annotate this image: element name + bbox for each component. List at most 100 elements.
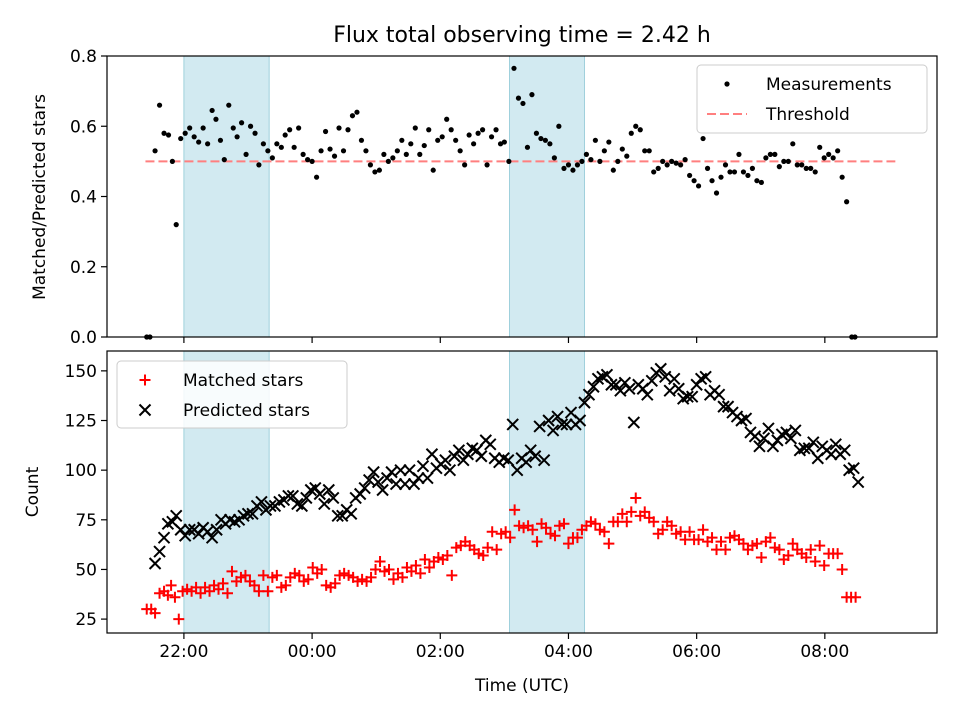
bottom-predicted-point — [371, 475, 385, 489]
bottom-predicted-point — [582, 388, 596, 401]
top-measurement-point — [448, 127, 454, 133]
top-measurement-point — [381, 151, 387, 157]
top-measurement-point — [479, 127, 486, 133]
bottom-predicted-point — [205, 531, 219, 544]
top-measurement-point — [331, 153, 338, 159]
top-measurement-point — [610, 167, 616, 173]
top-measurement-point — [340, 148, 347, 154]
top-measurement-point — [390, 155, 396, 161]
top-measurement-point — [763, 155, 769, 161]
top-measurement-point — [313, 174, 320, 180]
top-measurement-point — [588, 157, 594, 163]
bottom-predicted-point — [300, 491, 313, 505]
bottom-predicted-point — [587, 380, 600, 393]
top-measurement-point — [269, 155, 275, 161]
top-measurement-point — [376, 167, 382, 173]
top-measurement-point — [221, 157, 227, 163]
bottom-predicted-point — [425, 448, 439, 461]
bottom-matched-point — [383, 563, 395, 575]
bottom-predicted-point — [313, 487, 326, 501]
bottom-matched-point — [621, 516, 633, 528]
bottom-predicted-point — [470, 444, 484, 457]
top-measurement-point — [597, 158, 603, 164]
bottom-predicted-point — [389, 477, 403, 491]
bottom-predicted-point — [421, 471, 434, 485]
bottom-predicted-point — [560, 418, 573, 431]
bottom-predicted-point — [605, 378, 618, 391]
bottom-matched-point — [814, 540, 826, 552]
bottom-predicted-point — [309, 481, 322, 495]
bottom-matched-point — [639, 506, 651, 518]
bottom-matched-point — [500, 526, 512, 538]
top-measurement-point — [839, 174, 845, 180]
bottom-predicted-point — [645, 374, 658, 387]
top-measurement-point — [758, 179, 764, 186]
top-measurement-point — [274, 141, 280, 147]
bottom-matched-point — [410, 559, 422, 571]
top-measurement-point — [556, 123, 562, 129]
bottom-matched-point — [262, 585, 274, 597]
top-measurement-point — [243, 151, 249, 157]
top-measurement-point — [682, 157, 688, 163]
top-measurement-point — [713, 190, 720, 196]
bottom-matched-point — [405, 565, 417, 577]
top-measurement-point — [601, 148, 607, 154]
top-measurement-point — [191, 134, 197, 140]
top-measurement-point — [673, 160, 679, 166]
top-measurement-point — [322, 128, 329, 135]
top-measurement-point — [358, 137, 365, 143]
bottom-matched-point — [527, 524, 539, 536]
bottom-predicted-point — [537, 454, 551, 467]
bottom-matched-point — [773, 544, 785, 556]
top-measurement-point — [718, 174, 724, 180]
top-measurement-point — [309, 158, 315, 164]
bottom-predicted-point — [416, 459, 430, 473]
top-measurement-point — [515, 95, 522, 101]
bottom-matched-point — [387, 573, 399, 585]
top-measurement-point — [367, 162, 374, 168]
bottom-matched-point — [625, 506, 637, 518]
bottom-matched-point — [316, 563, 328, 575]
top-measurement-point — [327, 146, 333, 152]
top-measurement-point — [363, 148, 369, 154]
bottom-predicted-point — [762, 422, 775, 435]
bottom-matched-point — [787, 538, 799, 550]
bottom-xtick-label: 22:00 — [159, 642, 208, 662]
top-measurement-point — [385, 158, 391, 164]
bottom-panel: Count 25 50 75 100 125 150 22:00 00:00 02:00 04:0… — [23, 350, 938, 662]
bottom-matched-point — [280, 579, 292, 591]
bottom-matched-point — [423, 561, 435, 573]
bottom-ytick-label: 75 — [75, 511, 97, 531]
top-measurement-point — [772, 151, 778, 157]
bottom-matched-point — [648, 516, 660, 528]
bottom-matched-point — [603, 538, 615, 550]
bottom-matched-point — [257, 569, 269, 581]
top-measurement-point — [511, 65, 517, 71]
bottom-predicted-point — [461, 448, 475, 461]
top-legend — [696, 64, 928, 134]
top-measurement-point — [651, 169, 657, 175]
bottom-predicted-point — [681, 390, 694, 403]
bottom-predicted-point — [153, 545, 166, 558]
bottom-predicted-point — [528, 450, 542, 463]
top-measurement-point — [731, 169, 738, 175]
bottom-matched-point — [329, 577, 341, 589]
bottom-matched-point — [370, 563, 382, 575]
top-measurement-point — [606, 139, 612, 145]
top-measurement-point — [161, 130, 167, 136]
bottom-matched-point — [719, 544, 731, 556]
top-measurement-point — [794, 162, 800, 168]
top-measurement-point — [484, 162, 490, 168]
top-measurement-point — [835, 148, 841, 154]
bottom-ytick-label: 50 — [75, 560, 97, 580]
bottom-predicted-point — [685, 390, 699, 403]
top-measurement-point — [803, 165, 809, 171]
bottom-predicted-point — [439, 454, 452, 467]
top-measurement-point — [417, 151, 423, 157]
bottom-predicted-point — [443, 463, 457, 477]
bottom-matched-point — [782, 550, 794, 562]
bottom-predicted-point — [542, 414, 555, 427]
bottom-predicted-point — [623, 382, 636, 395]
legend-matched-label: Matched stars — [183, 371, 303, 391]
bottom-predicted-point — [502, 454, 515, 467]
